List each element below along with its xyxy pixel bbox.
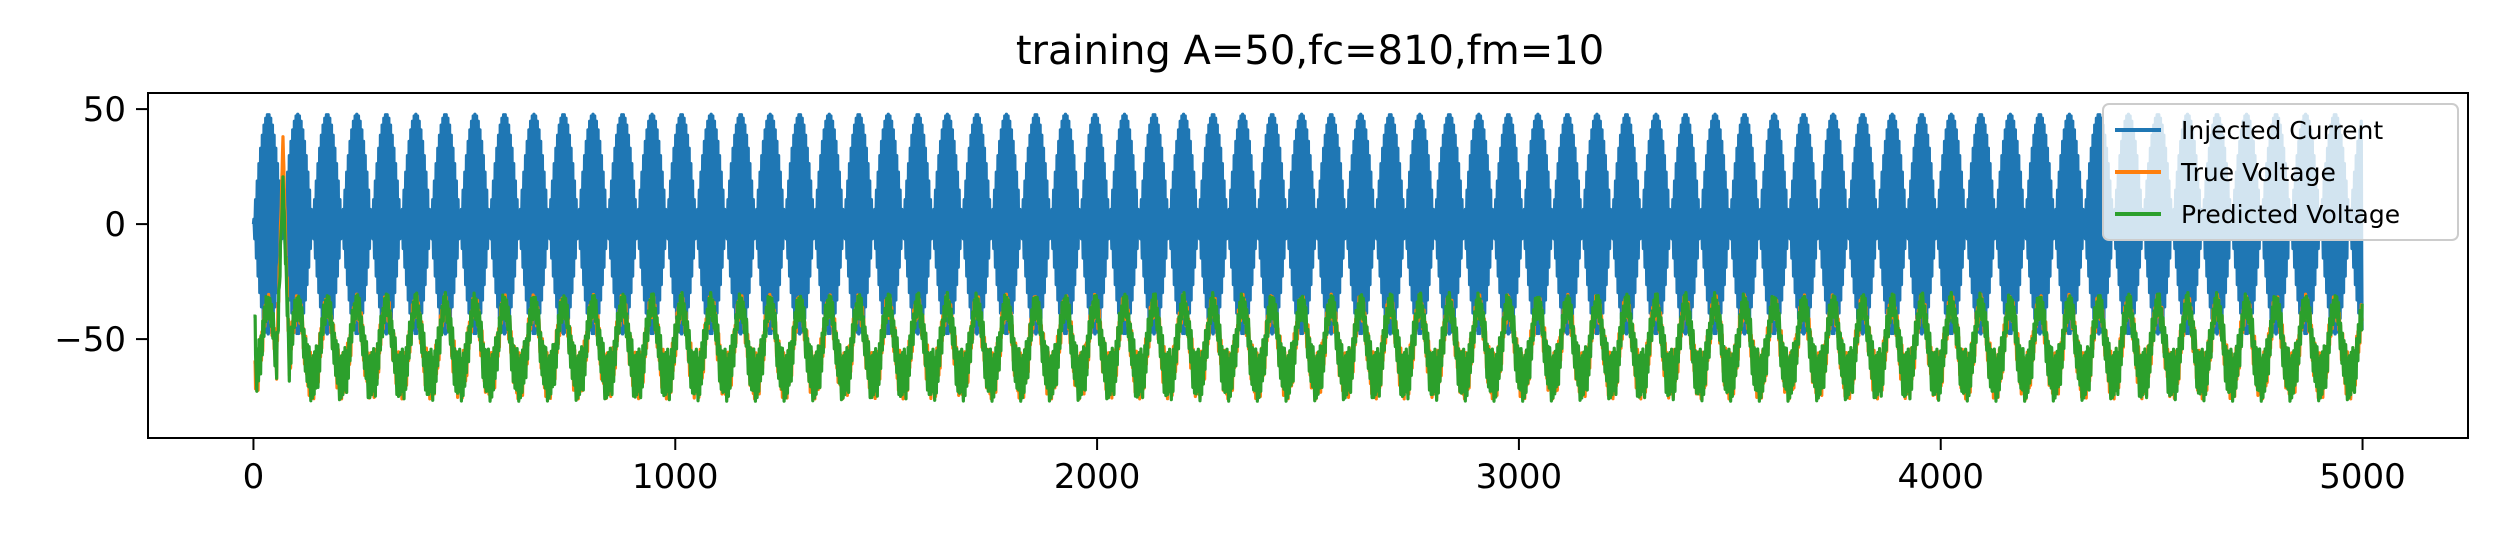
- x-tick-label: 2000: [1054, 457, 1141, 497]
- series-line-predicted-voltage: [252, 175, 2364, 403]
- legend-label: Predicted Voltage: [2181, 200, 2400, 229]
- x-tick-label: 0: [243, 457, 265, 497]
- x-tick-label: 1000: [632, 457, 719, 497]
- y-axis: 50 0 −50: [54, 90, 148, 360]
- x-tick-label: 5000: [2319, 457, 2406, 497]
- series-line-injected-current: [251, 112, 2364, 336]
- legend: Injected Current True Voltage Predicted Vo…: [2102, 103, 2459, 241]
- legend-label: Injected Current: [2181, 116, 2383, 145]
- y-tick-label: 0: [104, 205, 126, 245]
- x-axis: 0 1000 2000 3000 4000 5000: [243, 438, 2406, 497]
- legend-box: [2102, 103, 2459, 241]
- chart-title: training A=50,fc=810,fm=10: [1016, 28, 1604, 74]
- legend-label: True Voltage: [2180, 158, 2336, 187]
- axes-frame: [147, 92, 2469, 439]
- plot-area: [251, 112, 2364, 403]
- y-tick-label: −50: [54, 320, 126, 360]
- x-tick-label: 3000: [1476, 457, 1563, 497]
- x-tick-label: 4000: [1897, 457, 1984, 497]
- y-tick-label: 50: [83, 90, 126, 130]
